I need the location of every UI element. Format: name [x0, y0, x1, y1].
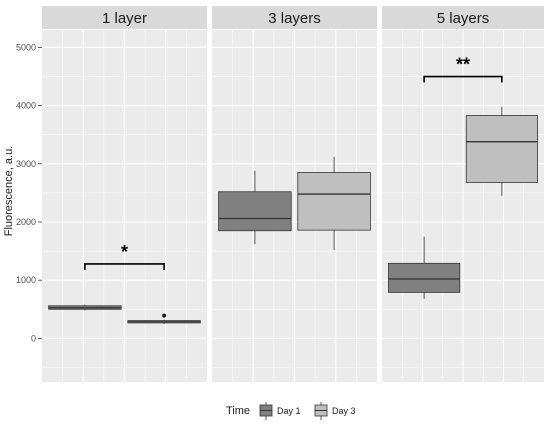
box-iqr: [297, 172, 371, 231]
legend-label: Day 3: [332, 406, 356, 416]
box-iqr: [465, 115, 538, 183]
facet-strip: [382, 6, 544, 29]
y-tick-label: 4000: [16, 101, 36, 111]
y-tick-label: 2000: [16, 217, 36, 227]
facet-strip-label: 1 layer: [102, 10, 147, 27]
legend-key: [314, 402, 328, 420]
boxplot-box: [218, 170, 292, 245]
significance-label: **: [456, 55, 470, 75]
significance-annotation: **: [423, 55, 503, 83]
boxplot-box: [465, 106, 538, 196]
boxplot-box: [297, 156, 371, 250]
facet-strip-label: 3 layers: [268, 10, 321, 27]
y-tick-label: 1000: [16, 275, 36, 285]
outlier-point: [162, 313, 167, 318]
y-tick-label: 5000: [16, 42, 36, 52]
facet-panels: 1 layer * 3 layers 5 layers **: [42, 6, 544, 382]
facet-strip: [212, 6, 377, 29]
box-iqr: [388, 262, 461, 293]
y-tick-label: 3000: [16, 159, 36, 169]
legend-label: Day 1: [277, 406, 301, 416]
significance-label: *: [121, 242, 128, 262]
legend-entry: Day 3: [314, 402, 356, 420]
y-tick-label: 0: [31, 333, 36, 343]
y-axis: 0 1000 2000 3000 4000 5000: [16, 42, 42, 343]
significance-bracket: [84, 263, 165, 270]
boxplot-box: [127, 313, 201, 324]
legend-entry: Day 1: [259, 402, 301, 420]
facet-panel: 5 layers **: [382, 6, 544, 382]
legend: Time Day 1 Day 3: [226, 402, 356, 420]
legend-key: [259, 402, 273, 420]
y-axis-label: Fluorescence, a.u.: [3, 146, 15, 237]
legend-title: Time: [226, 405, 250, 417]
facet-strip: [42, 6, 207, 29]
significance-annotation: *: [84, 242, 165, 270]
box-iqr: [218, 191, 292, 232]
facet-panel: 3 layers: [212, 6, 377, 382]
facet-strip-label: 5 layers: [437, 10, 490, 27]
significance-bracket: [423, 75, 503, 83]
boxplot-box: [388, 236, 461, 299]
facet-panel: 1 layer *: [42, 6, 207, 382]
boxplot-box: [48, 304, 122, 311]
